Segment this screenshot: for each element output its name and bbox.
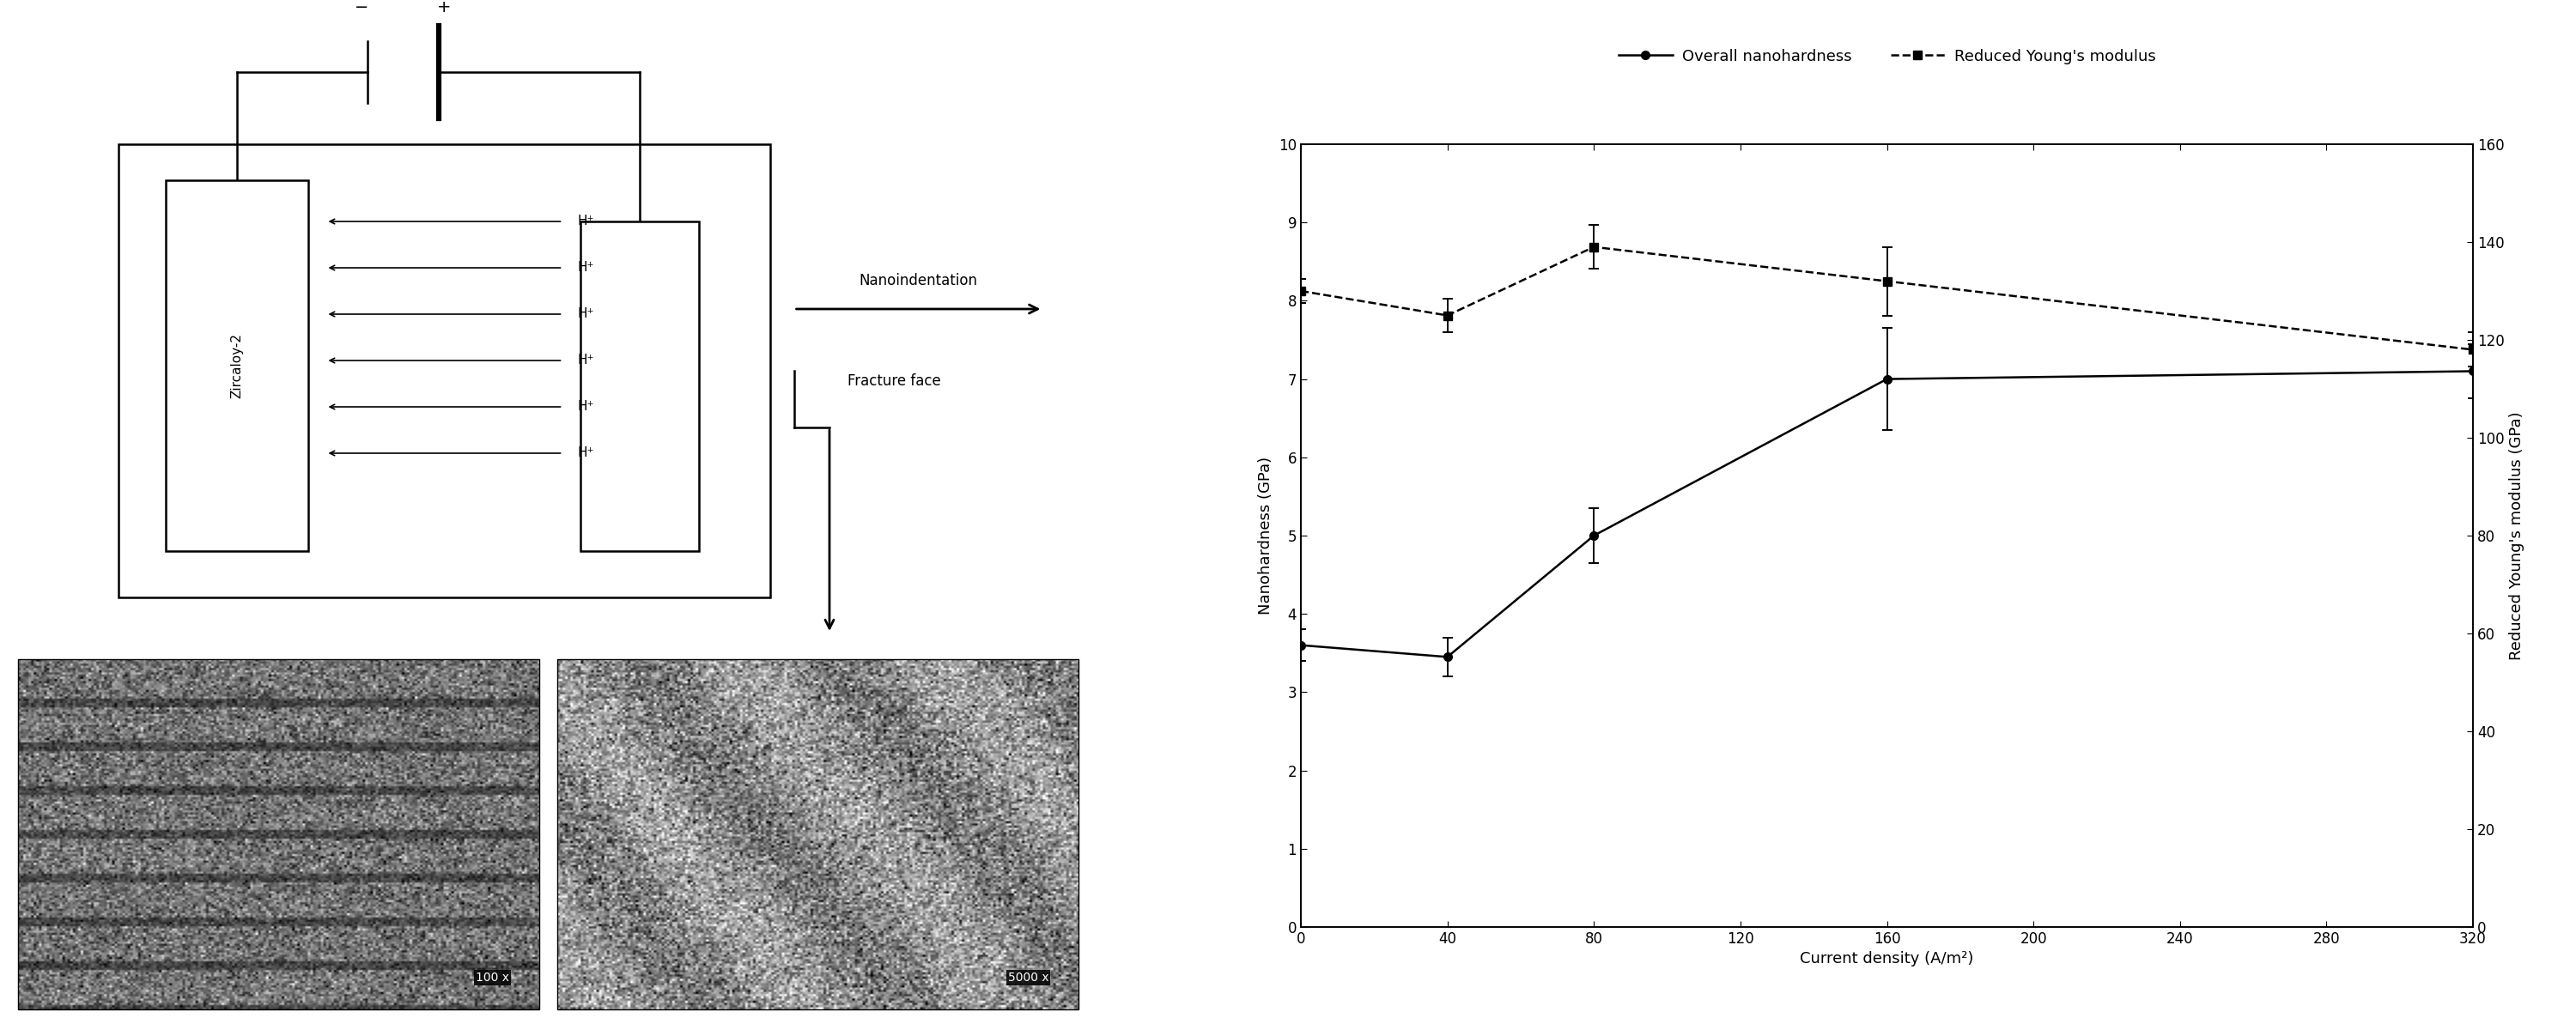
Legend: Overall nanohardness, Reduced Young's modulus: Overall nanohardness, Reduced Young's mo… <box>1613 42 2161 70</box>
Text: 100 x: 100 x <box>477 971 510 984</box>
Bar <box>580 221 698 551</box>
Text: 5000 x: 5000 x <box>1007 971 1048 984</box>
Text: H⁺: H⁺ <box>577 354 595 367</box>
X-axis label: Current density (A/m²): Current density (A/m²) <box>1801 952 1973 967</box>
Bar <box>556 659 1079 1009</box>
Y-axis label: Reduced Young's modulus (GPa): Reduced Young's modulus (GPa) <box>2509 411 2524 660</box>
Text: H⁺: H⁺ <box>577 401 595 413</box>
Text: −: − <box>355 0 368 15</box>
Text: +: + <box>438 0 451 15</box>
Text: H⁺: H⁺ <box>577 447 595 459</box>
Y-axis label: Nanohardness (GPa): Nanohardness (GPa) <box>1257 456 1273 615</box>
Text: Zircaloy-2: Zircaloy-2 <box>232 333 242 399</box>
Text: Nanoindentation: Nanoindentation <box>858 273 979 288</box>
Bar <box>18 659 538 1009</box>
Text: H⁺: H⁺ <box>577 215 595 228</box>
Bar <box>165 180 309 551</box>
Text: H⁺: H⁺ <box>577 262 595 274</box>
Text: Fracture face: Fracture face <box>848 373 940 388</box>
Bar <box>118 144 770 597</box>
Text: H⁺: H⁺ <box>577 308 595 320</box>
